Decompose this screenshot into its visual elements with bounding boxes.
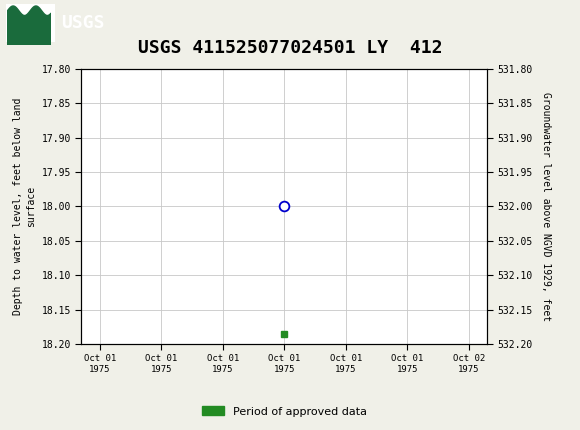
Text: USGS 411525077024501 LY  412: USGS 411525077024501 LY 412	[138, 39, 442, 57]
Text: USGS: USGS	[61, 14, 104, 31]
Legend: Period of approved data: Period of approved data	[197, 402, 371, 421]
FancyBboxPatch shape	[6, 3, 55, 42]
Y-axis label: Groundwater level above NGVD 1929, feet: Groundwater level above NGVD 1929, feet	[541, 92, 551, 321]
Y-axis label: Depth to water level, feet below land
surface: Depth to water level, feet below land su…	[13, 98, 36, 315]
